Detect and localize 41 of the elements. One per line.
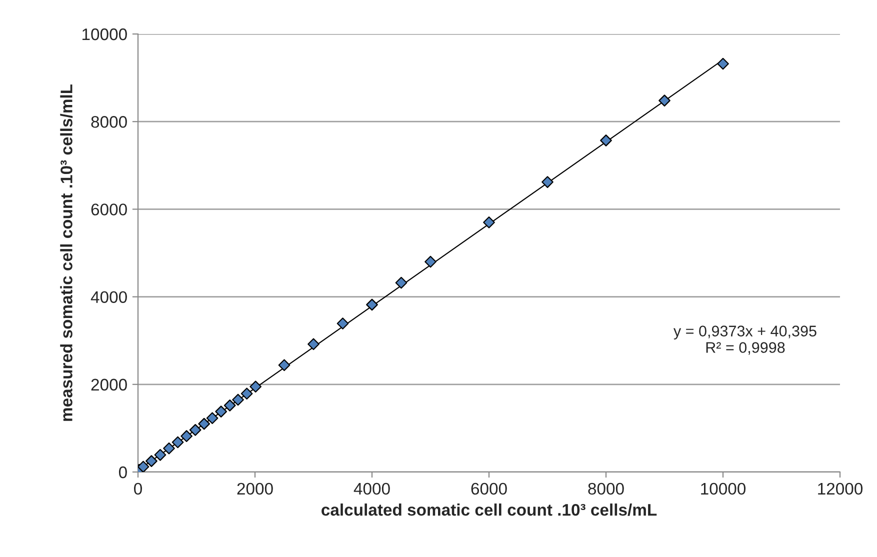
point	[240, 388, 253, 400]
x-tick-label: 2000	[237, 482, 273, 495]
x-tick-label: 6000	[471, 482, 507, 495]
x-tick-label: 8000	[588, 482, 624, 495]
point	[154, 448, 166, 461]
x-tick-label: 0	[134, 482, 142, 495]
point	[232, 394, 244, 406]
point	[146, 455, 158, 467]
point	[600, 134, 612, 146]
y-tick-label: 8000	[91, 116, 127, 128]
y-tick-label: 10000	[82, 28, 127, 40]
point	[224, 399, 236, 412]
point	[198, 418, 210, 430]
point	[483, 216, 495, 228]
point	[250, 380, 262, 393]
x-tick-label: 12000	[818, 482, 863, 495]
point	[180, 430, 192, 442]
annotation: y = 0,9373x + 40,395 R² = 0,9998	[673, 326, 816, 355]
point	[424, 256, 436, 268]
y-tick-label: 4000	[90, 291, 127, 304]
x-tick-label: 10000	[701, 482, 746, 495]
point	[189, 424, 202, 436]
point	[278, 359, 290, 372]
x-tick-label: 4000	[354, 482, 390, 495]
point	[215, 406, 228, 418]
point	[206, 412, 218, 424]
y-tick-label: 0	[118, 466, 127, 478]
point	[138, 460, 150, 472]
point	[336, 318, 349, 330]
point	[163, 442, 175, 454]
point	[717, 58, 729, 70]
y-axis-title: measured somatic cell count .10³ cells/mlL	[60, 84, 73, 421]
point	[542, 176, 554, 188]
y-tick-label: 6000	[91, 204, 127, 216]
point	[395, 276, 408, 289]
x-axis-title: calculated somatic cell count .10³ cells/mL	[322, 504, 657, 516]
point	[658, 94, 670, 107]
point	[308, 338, 320, 350]
point	[366, 298, 378, 311]
point	[172, 436, 184, 448]
y-tick-label: 2000	[91, 378, 127, 391]
